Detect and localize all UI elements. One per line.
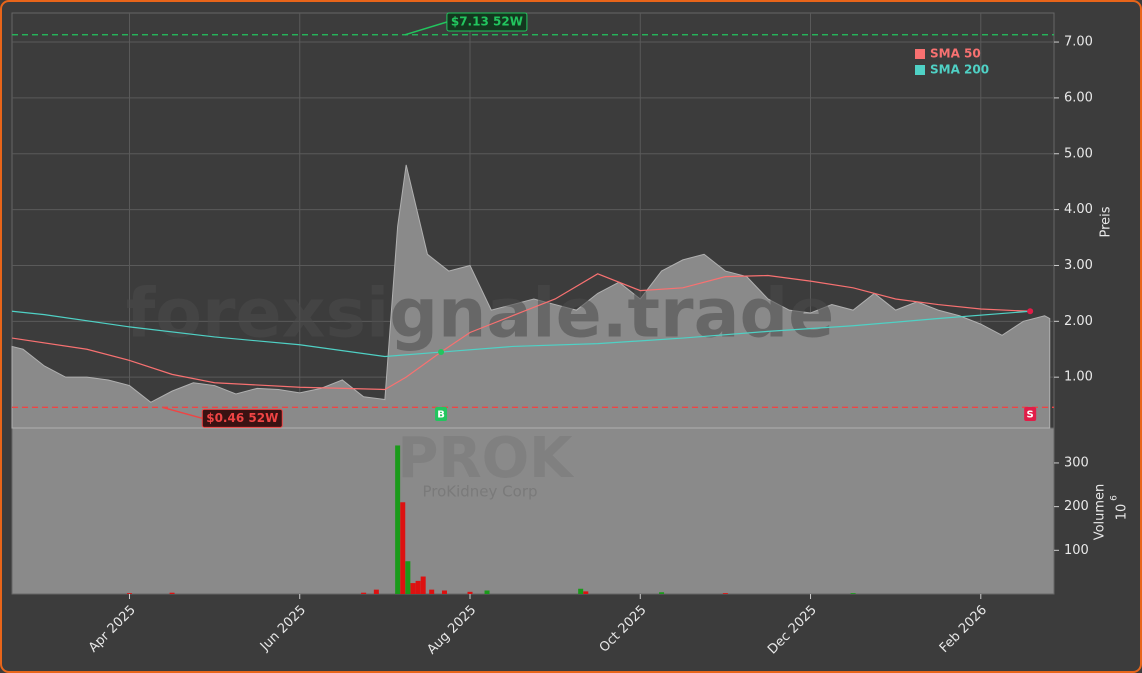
y2-tick-label: 300 [1064, 455, 1089, 470]
volume-bar [850, 593, 856, 594]
signal-label: B [437, 410, 445, 421]
volume-bar [420, 576, 426, 594]
signal-badge [1024, 407, 1037, 421]
y-tick-label: 3.00 [1064, 258, 1093, 273]
signal-label: S [1027, 410, 1034, 421]
y2-unit: 10 [1115, 504, 1130, 521]
y2-exponent: 6 [1110, 495, 1120, 501]
y2-tick-label: 200 [1064, 499, 1089, 514]
volume-bar [583, 591, 589, 594]
volume-bar [659, 592, 665, 594]
sma-line [11, 310, 1031, 358]
volume-bar [169, 592, 175, 594]
y-tick-label: 5.00 [1064, 146, 1093, 161]
watermark: forexsignale.trade [126, 275, 835, 354]
annotation-label: $0.46 52W [206, 411, 278, 425]
volume-bar [373, 589, 379, 594]
signal-dot [438, 349, 445, 356]
volume-bar [410, 583, 416, 594]
volume-bar [400, 502, 406, 594]
y-tick-label: 2.00 [1064, 314, 1093, 329]
volume-bar [405, 561, 411, 594]
price-area [11, 164, 1051, 429]
volume-bar [429, 589, 435, 594]
signal-dot [1027, 308, 1034, 315]
signal-badge [435, 407, 448, 421]
volume-bar [415, 580, 421, 594]
annotation-arrow [404, 21, 448, 36]
volume-bar [395, 445, 401, 594]
volume-bar [467, 591, 473, 594]
company-watermark: ProKidney Corp [422, 483, 537, 501]
y-axis-label: Preis [1099, 206, 1114, 237]
symbol-watermark: PROK [397, 426, 575, 491]
legend-label: SMA 50 [930, 47, 981, 61]
volume-bar [126, 593, 132, 594]
y-tick-label: 6.00 [1064, 90, 1093, 105]
legend-swatch [915, 65, 925, 75]
volume-bar [722, 593, 728, 594]
y2-axis-label: Volumen [1093, 484, 1108, 541]
y-tick-label: 4.00 [1064, 202, 1093, 217]
legend-swatch [915, 49, 925, 59]
y-tick-label: 7.00 [1064, 35, 1093, 50]
volume-bar [441, 590, 447, 594]
annotation-label: $7.13 52W [451, 15, 523, 29]
volume-bar [578, 588, 584, 594]
y-tick-label: 1.00 [1064, 370, 1093, 385]
annotation-arrow [162, 406, 203, 420]
y2-tick-label: 100 [1064, 543, 1089, 558]
volume-bar [361, 592, 367, 594]
legend-label: SMA 200 [930, 63, 989, 77]
volume-bar [484, 590, 490, 594]
sma-line [11, 273, 1031, 391]
